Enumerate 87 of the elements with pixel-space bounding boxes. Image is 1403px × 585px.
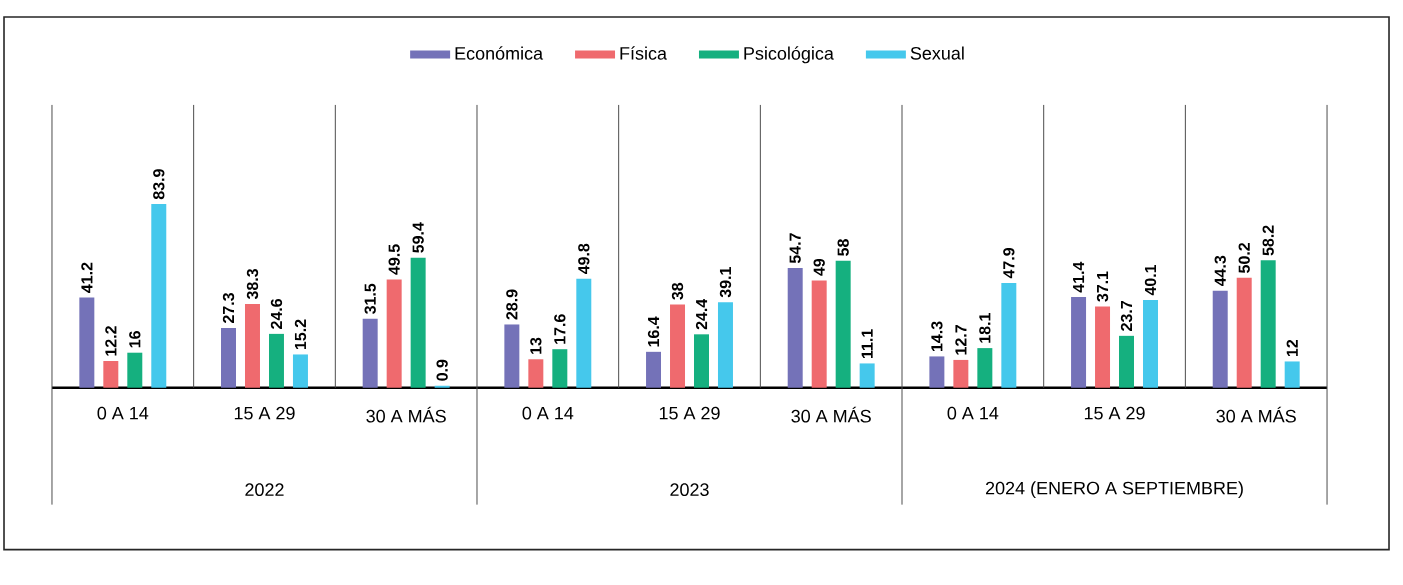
data-label: 16 (129, 331, 141, 348)
data-label: 13 (530, 337, 542, 355)
data-label: 47.9 (1003, 248, 1015, 279)
bar (694, 334, 709, 388)
x-tick-label: 0 A 14 (522, 406, 574, 420)
data-label: 37.1 (1096, 271, 1109, 302)
data-label: 59.4 (412, 222, 424, 254)
x-tick-label: 15 A 29 (659, 406, 720, 420)
bar (1260, 260, 1276, 388)
bar (811, 280, 827, 388)
text: 2023 (670, 483, 709, 497)
data-label: 12.7 (955, 325, 967, 355)
data-label: 49 (813, 259, 825, 277)
bar (1119, 336, 1135, 388)
data-label: 44.3 (1214, 256, 1226, 287)
bar (717, 302, 733, 388)
data-label: 58 (837, 239, 849, 257)
x-tick-label: 15 A 29 (1084, 406, 1145, 420)
text: 2022 (245, 483, 284, 497)
data-label: 83.9 (153, 169, 165, 200)
data-label: 23.7 (1120, 301, 1133, 332)
data-label: 50.2 (1238, 243, 1250, 274)
data-label: 24.6 (270, 299, 283, 330)
bar (504, 324, 520, 388)
bar (1212, 290, 1228, 388)
data-label: 41.2 (81, 262, 93, 294)
bar (1095, 306, 1111, 388)
data-label: 38 (671, 283, 684, 300)
x-tick-label: 30 A MÁS (791, 406, 871, 423)
bar (1071, 297, 1087, 388)
bar (576, 278, 592, 388)
data-label: 27.3 (222, 293, 235, 324)
data-label: 28.9 (506, 289, 518, 320)
data-label: 49.8 (578, 243, 590, 275)
bar (859, 363, 875, 388)
data-label: 16.4 (647, 316, 660, 347)
data-label: 39.1 (719, 267, 732, 298)
data-label: 12.2 (105, 326, 117, 356)
data-label: 17.6 (554, 314, 566, 344)
bar (362, 318, 378, 388)
data-label: 11.1 (861, 329, 873, 359)
bar (528, 359, 544, 388)
bar (1001, 283, 1017, 388)
x-tick-label: 30 A MÁS (1216, 406, 1296, 423)
x-tick-label: 30 A MÁS (366, 406, 446, 423)
bar (646, 352, 662, 388)
data-label: 41.4 (1073, 261, 1085, 293)
data-label: 12 (1286, 340, 1298, 357)
bar (977, 348, 993, 388)
bar (245, 304, 260, 388)
bar (268, 334, 284, 388)
bar (1143, 300, 1158, 388)
bar (787, 268, 803, 388)
legend-label: Física (620, 46, 667, 60)
bar (552, 349, 568, 388)
data-label: 14.3 (931, 321, 943, 352)
data-label: 38.3 (246, 269, 259, 300)
bar (79, 297, 95, 388)
bar (410, 257, 426, 388)
bar (103, 361, 119, 388)
data-label: 15.2 (294, 319, 307, 350)
data-label: 58.2 (1262, 225, 1274, 256)
bar (929, 356, 945, 388)
data-label: 49.5 (388, 244, 400, 275)
legend-label: Económica (455, 46, 544, 60)
x-tick-label: 0 A 14 (947, 406, 999, 420)
bar (292, 354, 308, 388)
legend-label: Sexual (910, 46, 964, 60)
text: 2024 (ENERO A SEPTIEMBRE) (985, 481, 1243, 499)
data-label: 31.5 (364, 283, 376, 315)
bar (1284, 361, 1300, 388)
bar (953, 360, 969, 388)
bar (670, 304, 686, 388)
bar (386, 279, 402, 388)
bar (1236, 278, 1252, 388)
data-label: 24.4 (695, 299, 708, 330)
data-label: 54.7 (789, 233, 801, 264)
x-tick-label: 15 A 29 (234, 406, 295, 420)
bar (221, 328, 236, 388)
data-label: 40.1 (1144, 265, 1157, 296)
data-label: 0.9 (436, 359, 448, 381)
bar (835, 260, 851, 388)
bar (127, 352, 143, 388)
bar (151, 204, 167, 388)
legend-label: Psicológica (744, 46, 834, 64)
data-label: 18.1 (979, 313, 991, 343)
x-tick-label: 0 A 14 (97, 406, 149, 420)
